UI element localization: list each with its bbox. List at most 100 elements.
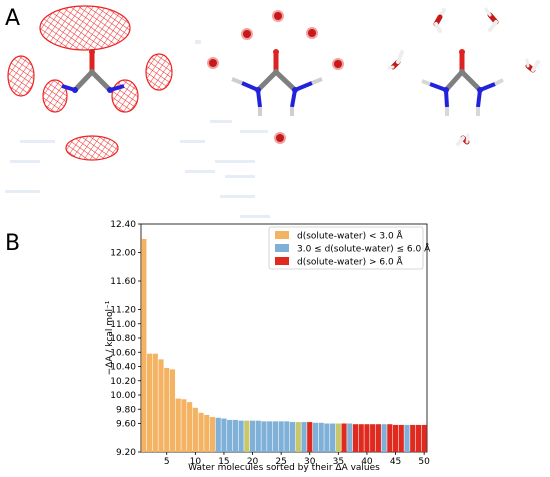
density-mesh-left [7,55,35,97]
y-tick-label: 10.80 [110,334,136,344]
y-tick-label: 11.00 [110,320,136,330]
bar-18 [238,420,244,452]
x-tick-label: 40 [361,457,373,467]
y-tick-label: 9.60 [116,420,136,430]
bar-48 [410,424,416,452]
y-tick-label: 11.20 [110,306,136,316]
bar-41 [370,424,376,452]
x-tick-label: 5 [164,457,170,467]
x-tick-label: 10 [190,457,202,467]
legend-label-far: d(solute-water) > 6.0 Å [297,256,404,268]
bar-13 [209,417,216,452]
bar-14 [215,417,221,452]
bar-38 [352,424,359,452]
atom-caps [72,49,483,93]
y-tick-label: 10.40 [110,363,136,373]
bar-26 [284,421,290,452]
bar-31 [312,422,319,452]
x-tick-label: 50 [418,457,430,467]
legend-swatch-close [275,231,289,239]
x-tick-label: 35 [333,457,344,467]
bar-45 [392,424,399,452]
bar-43 [381,424,387,452]
density-mesh-right [145,53,173,91]
bar-49 [415,424,421,452]
legend-label-close: d(solute-water) < 3.0 Å [297,230,404,242]
density-mesh-top [39,5,131,51]
x-tick-label: 25 [275,457,286,467]
y-ticks-group: 9.20 9.60 9.80 10.00 10.20 10.40 10.60 10.80 11.… [110,220,141,458]
bar-39 [358,424,364,452]
bar-50 [421,424,427,452]
bar-40 [364,424,370,452]
bar-44 [387,424,393,452]
y-tick-label: 9.20 [116,448,136,458]
x-tick-label: 45 [390,457,401,467]
bar-4 [158,359,164,453]
y-tick-label: 10.60 [110,348,136,358]
density-mesh-mid-left [42,79,68,113]
bar-15 [221,418,227,452]
bar-12 [204,414,210,452]
legend-swatch-mid [275,244,289,252]
bar-20 [249,420,256,452]
bar-24 [272,421,278,452]
legend-frame [268,226,424,270]
bar-46 [398,424,404,452]
bar-29 [301,422,307,452]
x-tick-label: 30 [304,457,316,467]
panel-b-label: B [5,231,21,256]
x-tick-label: 20 [247,457,259,467]
density-mesh-bottom [65,135,119,161]
bars-group [141,238,427,453]
bar-28 [295,422,301,452]
bar-37 [347,423,353,452]
bar-25 [278,421,284,452]
bar-11 [198,412,204,452]
bar-23 [267,421,273,452]
bar-9 [187,402,193,452]
bar-3 [152,353,158,452]
bar-22 [261,421,267,452]
y-tick-label: 12.40 [110,220,136,230]
water-molecules [387,7,540,146]
water-oxygen-points [207,10,344,144]
bar-47 [404,424,410,452]
bar-6 [169,369,176,452]
x-ticks-group: 5 10 15 20 25 30 35 40 45 50 [164,452,430,467]
bar-17 [232,419,238,452]
bar-33 [324,423,330,452]
panel-a-label: A [5,6,21,31]
bar-21 [255,420,261,452]
x-axis-title: Water molecules sorted by their ΔA value… [188,463,380,473]
y-axis-title: −ΔA / kcal mol⁻¹ [105,300,115,375]
bar-16 [227,419,233,452]
bar-42 [375,424,381,452]
bar-7 [175,398,181,452]
bar-36 [341,423,347,452]
legend: d(solute-water) < 3.0 Å 3.0 ≤ d(solute-w… [268,226,431,270]
bar-35 [335,423,341,452]
bar-2 [147,353,153,452]
urea-molecule-right [421,52,504,116]
x-tick-label: 15 [218,457,229,467]
bar-27 [290,422,296,452]
legend-swatch-far [275,257,289,265]
y-tick-label: 9.80 [116,405,136,415]
y-tick-label: 11.60 [110,277,136,287]
bar-5 [164,367,170,452]
y-tick-label: 12.00 [110,249,136,259]
bar-34 [330,423,336,452]
bar-19 [244,420,250,452]
molecular-structures-panel [5,5,540,218]
background-texture [5,40,270,218]
y-tick-label: 10.20 [110,377,136,387]
bar-10 [192,407,198,452]
density-mesh-group [7,5,173,161]
bar-32 [318,422,324,452]
bar-1 [141,238,147,452]
bar-30 [307,422,313,452]
legend-label-mid: 3.0 ≤ d(solute-water) ≤ 6.0 Å [297,243,431,255]
y-tick-label: 10.00 [110,391,136,401]
